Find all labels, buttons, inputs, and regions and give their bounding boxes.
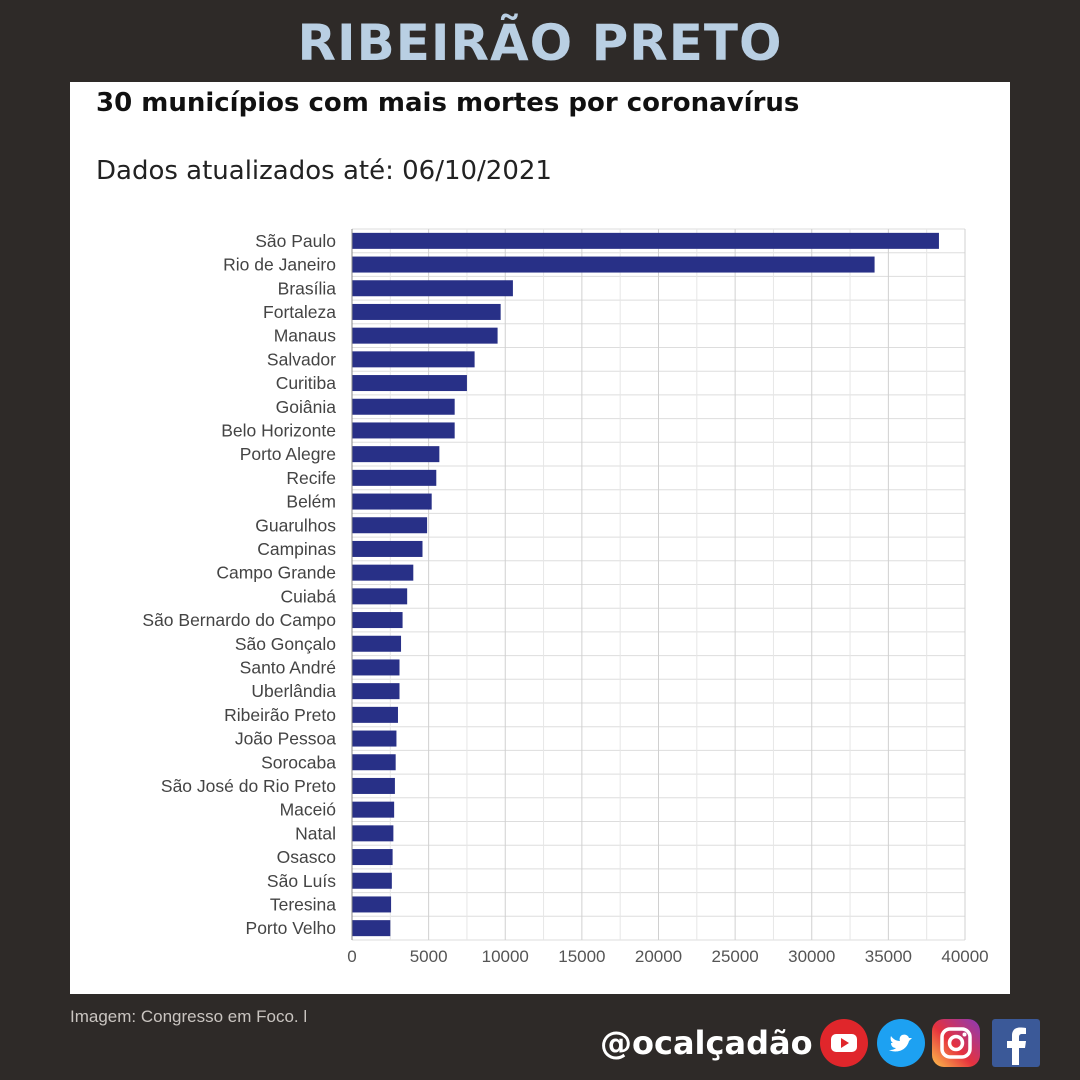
category-label: Santo André: [240, 657, 336, 677]
bar: [352, 469, 437, 486]
category-label: Fortaleza: [263, 302, 336, 322]
category-label: Guarulhos: [255, 515, 336, 535]
chart-title: 30 municípios com mais mortes por corona…: [96, 88, 800, 118]
category-label: Porto Velho: [246, 918, 336, 938]
category-label: Natal: [295, 823, 336, 843]
bar: [352, 849, 393, 866]
bar: [352, 540, 423, 557]
category-label: Salvador: [267, 349, 336, 369]
bar: [352, 375, 467, 392]
bar: [352, 398, 455, 415]
bar: [352, 754, 396, 771]
facebook-icon[interactable]: [990, 1017, 1042, 1069]
category-label: Rio de Janeiro: [223, 255, 336, 275]
bar: [352, 659, 400, 676]
category-label: Belo Horizonte: [221, 420, 336, 440]
chart-card: 30 municípios com mais mortes por corona…: [70, 82, 1010, 994]
category-label: Uberlândia: [251, 681, 336, 701]
bar: [352, 612, 403, 629]
category-label: São José do Rio Preto: [161, 776, 336, 796]
category-label: São Bernardo do Campo: [142, 610, 336, 630]
category-label: Maceió: [280, 800, 336, 820]
bar: [352, 351, 475, 368]
twitter-icon[interactable]: [875, 1017, 927, 1069]
bar: [352, 825, 394, 842]
x-tick-label: 15000: [558, 947, 605, 966]
category-label: João Pessoa: [235, 729, 336, 749]
category-label: São Luís: [267, 871, 336, 891]
bar: [352, 256, 875, 273]
x-tick-label: 40000: [941, 947, 988, 966]
x-tick-label: 10000: [482, 947, 529, 966]
x-tick-label: 0: [347, 947, 356, 966]
x-tick-label: 25000: [711, 947, 758, 966]
bar: [352, 564, 414, 581]
x-tick-label: 5000: [410, 947, 448, 966]
category-label: Manaus: [274, 326, 337, 346]
bar-chart: 0 5000 10000 15000 20000 25000 30000 35000 40000…: [142, 228, 989, 966]
instagram-icon[interactable]: [930, 1017, 982, 1069]
x-tick-label: 20000: [635, 947, 682, 966]
category-label: Osasco: [277, 847, 336, 867]
bar: [352, 635, 402, 652]
category-label: Cuiabá: [281, 586, 337, 606]
x-tick-label: 30000: [788, 947, 835, 966]
x-tick-label: 35000: [865, 947, 912, 966]
bar: [352, 872, 392, 889]
bar: [352, 896, 392, 913]
bar: [352, 706, 398, 723]
category-label: Brasília: [278, 278, 337, 298]
bar: [352, 920, 391, 937]
bar: [352, 517, 428, 534]
category-label: Campinas: [257, 539, 336, 559]
bar: [352, 280, 513, 297]
bar: [352, 777, 395, 794]
category-label: Belém: [286, 492, 336, 512]
bar: [352, 446, 440, 463]
social-handle: @ocalçadão: [600, 1024, 813, 1062]
category-label: Campo Grande: [216, 563, 336, 583]
bar: [352, 683, 400, 700]
bar: [352, 232, 939, 249]
page-title: RIBEIRÃO PRETO: [297, 14, 783, 72]
bar: [352, 327, 498, 344]
image-credit: Imagem: Congresso em Foco. l: [70, 1007, 308, 1026]
youtube-icon[interactable]: [818, 1017, 870, 1069]
category-label: Porto Alegre: [240, 444, 336, 464]
bar: [352, 801, 395, 818]
bar: [352, 588, 408, 605]
category-label: São Gonçalo: [235, 634, 336, 654]
bar: [352, 730, 397, 747]
category-label: Sorocaba: [261, 752, 336, 772]
category-label: Curitiba: [276, 373, 337, 393]
category-label: Ribeirão Preto: [224, 705, 336, 725]
bar: [352, 422, 455, 439]
chart-subtitle: Dados atualizados até: 06/10/2021: [96, 156, 552, 186]
bar: [352, 303, 501, 320]
category-label: São Paulo: [255, 231, 336, 251]
category-label: Recife: [286, 468, 336, 488]
category-label: Teresina: [270, 894, 336, 914]
bar: [352, 493, 432, 510]
category-label: Goiânia: [276, 397, 337, 417]
